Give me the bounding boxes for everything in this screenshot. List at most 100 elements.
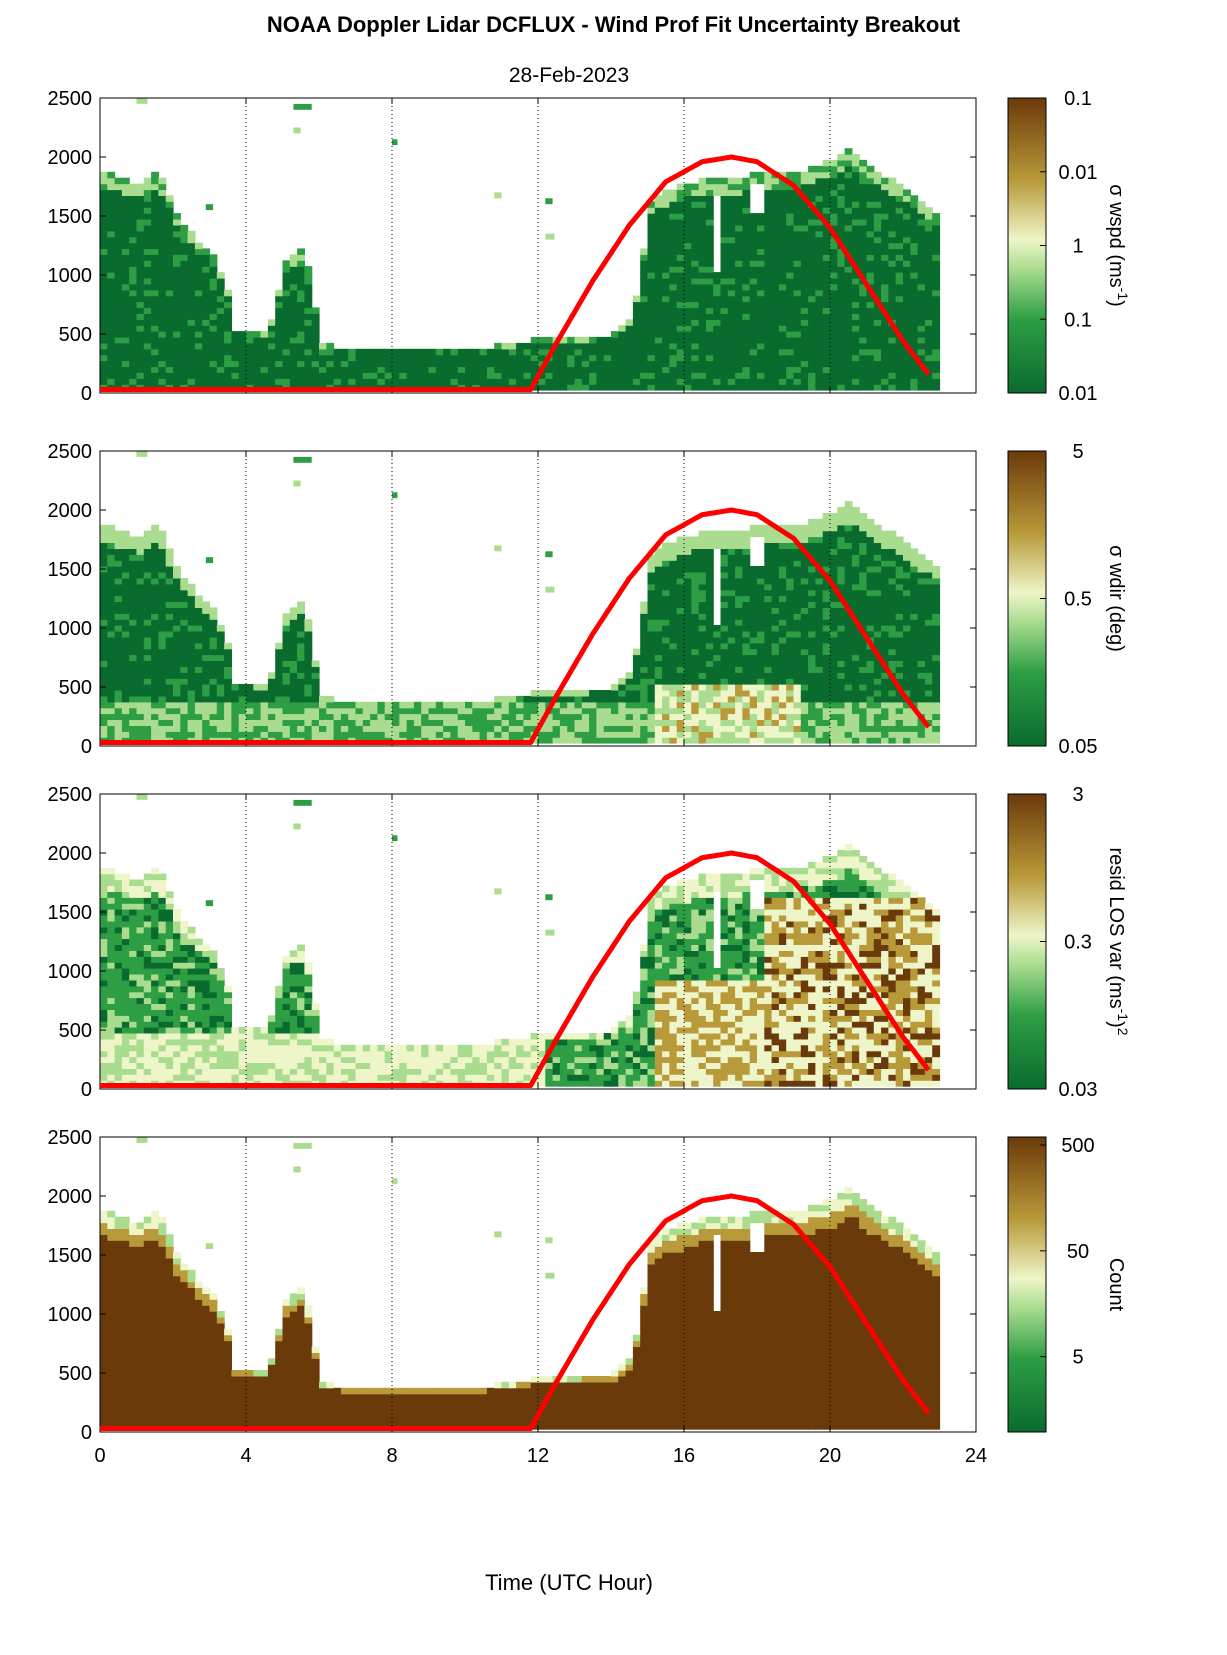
heatmap-cell [508,354,517,362]
heatmap-cell [757,301,765,309]
heatmap-cell [143,366,152,373]
heatmap-cell [735,731,743,738]
heatmap-cell [151,731,159,738]
heatmap-cell [121,672,130,679]
heatmap-cell [844,672,853,679]
heatmap-cell [114,254,123,261]
heatmap-cell [143,678,152,685]
heatmap-cell [815,666,824,673]
heatmap-cell [136,607,145,614]
heatmap-cell [289,642,298,650]
heatmap-cell [311,672,320,679]
heatmap-cell [121,625,130,632]
heatmap-cell [165,607,174,614]
heatmap-cell [888,277,897,285]
heatmap-cell [209,319,218,326]
heatmap-cell [749,601,758,608]
heatmap-cell [107,254,116,261]
heatmap-cell [676,684,685,691]
heatmap-cell [216,707,225,715]
heatmap-cell [764,219,773,226]
heatmap-cell [720,583,729,591]
heatmap-cell [698,631,707,638]
heatmap-cell [654,548,663,555]
heatmap-cell [136,684,145,691]
heatmap-cell [136,554,145,561]
heatmap-cell [151,277,159,285]
heatmap-cell [713,289,722,297]
heatmap-cell [180,589,189,597]
heatmap-cell [830,566,838,573]
heatmap-cell [800,701,809,709]
heatmap-cell [100,207,108,214]
heatmap-cell [297,342,305,350]
heatmap-cell [866,713,875,720]
heatmap-cell [727,684,736,691]
heatmap-cell [173,589,181,597]
heatmap-cell [830,672,838,679]
heatmap-cell [735,619,743,626]
heatmap-cell [173,642,181,650]
heatmap-cell [910,260,919,267]
heatmap-cell [340,354,349,362]
heatmap-cell [830,707,838,715]
heatmap-cell [654,695,663,703]
heatmap-cell [888,707,897,715]
heatmap-cell [654,595,663,602]
heatmap-cell [143,295,152,303]
heatmap-cell [479,701,488,709]
heatmap-cell [691,230,700,238]
heatmap-cell [114,560,123,567]
heatmap-cell [903,642,911,650]
heatmap-cell [574,731,583,738]
heatmap-cell [786,660,795,667]
heatmap-cell [742,690,751,697]
heatmap-cell [837,360,846,368]
heatmap-cell [143,248,152,255]
heatmap-cell [873,636,882,644]
heatmap-cell [698,230,707,238]
heatmap-cell [815,230,824,238]
heatmap-cell [114,548,123,555]
heatmap-cell [180,313,189,320]
heatmap-cell [173,336,181,344]
heatmap-cell [669,542,678,549]
heatmap-cell [158,619,167,626]
heatmap-cell [844,560,853,567]
heatmap-cell [100,631,108,638]
heatmap-cell [567,384,576,391]
heatmap-cell [501,713,510,720]
heatmap-cell [216,678,225,685]
heatmap-cell [698,295,707,303]
heatmap-cell [684,189,692,196]
heatmap-cell [114,678,123,685]
heatmap-cell [866,536,875,543]
heatmap-cell [129,295,138,303]
heatmap-cell [866,577,875,585]
heatmap-cell [698,530,707,538]
heatmap-cell [260,707,269,715]
heatmap-cell [851,654,860,661]
heatmap-cell [895,577,904,585]
heatmap-cell [837,189,846,196]
heatmap-cell [428,348,437,356]
heatmap-cell [873,201,882,208]
heatmap-cell [158,672,167,679]
heatmap-cell [151,248,159,255]
heatmap-cell [830,607,838,614]
heatmap-cell [516,725,524,732]
heatmap-cell [114,719,123,726]
heatmap-cell [662,189,670,196]
heatmap-cell [742,342,751,350]
heatmap-cell [705,266,714,273]
heatmap-cell [180,678,189,685]
heatmap-cell [691,631,700,638]
heatmap-cell [662,219,670,226]
heatmap-cell [669,583,678,591]
heatmap-cell [778,307,787,314]
heatmap-cell [640,636,649,644]
heatmap-cell [844,154,853,161]
heatmap-cell [830,695,838,703]
heatmap-cell [289,701,298,709]
heatmap-cell [297,601,305,608]
